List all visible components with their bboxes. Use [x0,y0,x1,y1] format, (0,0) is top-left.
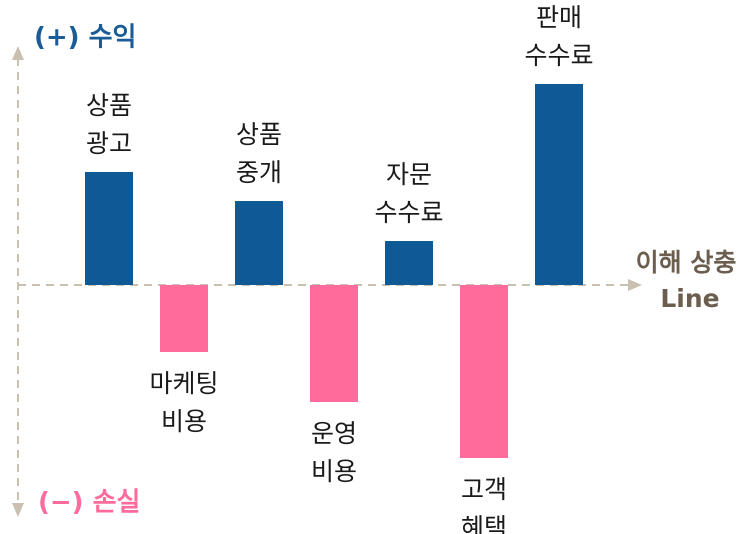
category-label: 중개 [236,158,282,187]
threshold-label: 이해 상충 [636,248,737,277]
category-label: 혜택 [461,513,507,534]
bar [535,84,583,285]
threshold-arrow [628,279,642,291]
negative-label: (−) 손실 [38,488,140,518]
bar [160,285,208,352]
category-label: 상품 [86,91,132,120]
threshold-label: Line [660,284,719,313]
bar [460,285,508,458]
category-label: 비용 [161,407,207,436]
category-label: 판매 [536,3,582,32]
bar [235,201,283,285]
category-label: 광고 [86,129,132,158]
bar [85,172,133,285]
category-label: 운영 [311,419,357,448]
bar [385,241,433,285]
category-label: 수수료 [374,198,443,227]
category-label: 마케팅 [149,369,218,398]
y-arrow-up [12,46,24,60]
positive-label: (+) 수익 [34,23,136,53]
category-label: 상품 [236,120,282,149]
category-label: 자문 [386,160,432,189]
bar [310,285,358,402]
category-label: 비용 [311,457,357,486]
category-label: 고객 [461,475,507,504]
category-label: 수수료 [524,41,593,70]
y-arrow-down [12,503,24,517]
